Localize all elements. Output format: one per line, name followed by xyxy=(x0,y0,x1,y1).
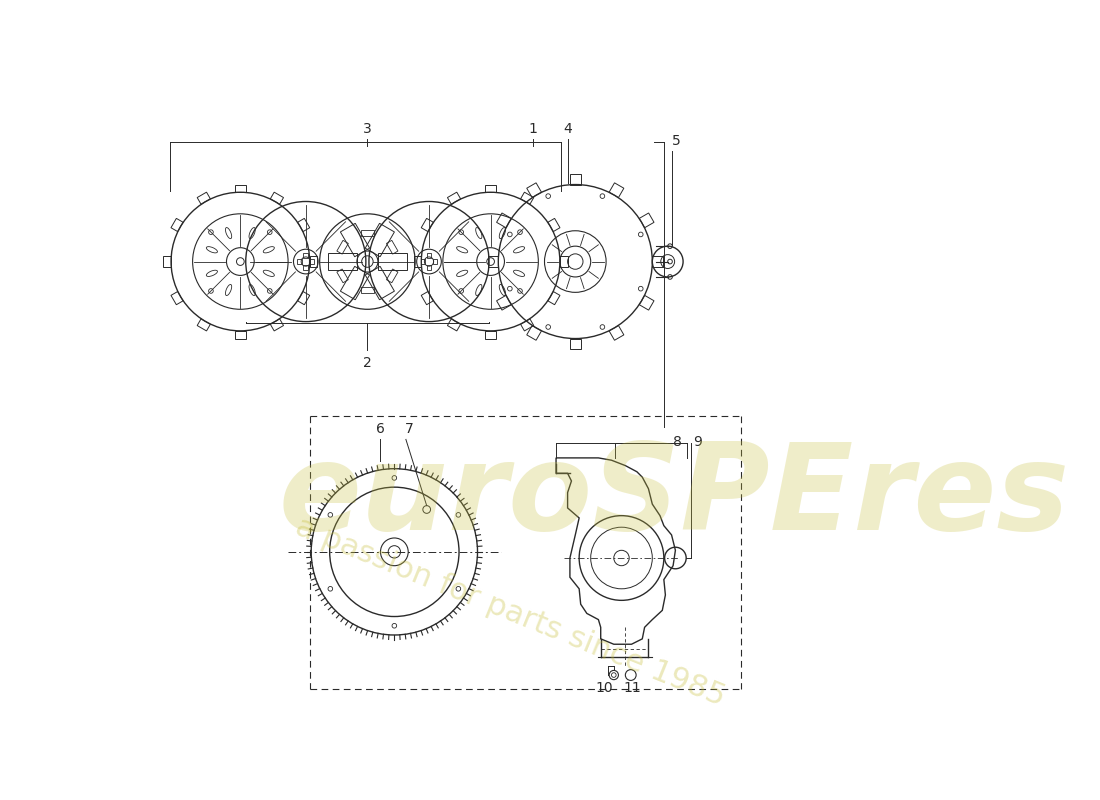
Text: a passion for parts since 1985: a passion for parts since 1985 xyxy=(290,512,729,712)
Text: euroSPEres: euroSPEres xyxy=(279,438,1070,555)
Bar xyxy=(386,269,398,282)
Bar xyxy=(386,240,398,254)
Text: 8: 8 xyxy=(673,435,682,450)
Text: 6: 6 xyxy=(376,422,385,436)
Bar xyxy=(337,269,349,282)
Text: 11: 11 xyxy=(624,682,641,695)
Bar xyxy=(361,230,374,236)
Text: 10: 10 xyxy=(596,682,614,695)
Bar xyxy=(337,240,349,254)
Text: 5: 5 xyxy=(671,134,680,148)
Text: 1: 1 xyxy=(528,122,538,136)
Bar xyxy=(361,287,374,294)
Text: 7: 7 xyxy=(406,422,414,436)
Text: 3: 3 xyxy=(363,122,372,136)
Text: 2: 2 xyxy=(363,356,372,370)
Text: 9: 9 xyxy=(693,435,702,450)
Text: 4: 4 xyxy=(563,122,572,136)
